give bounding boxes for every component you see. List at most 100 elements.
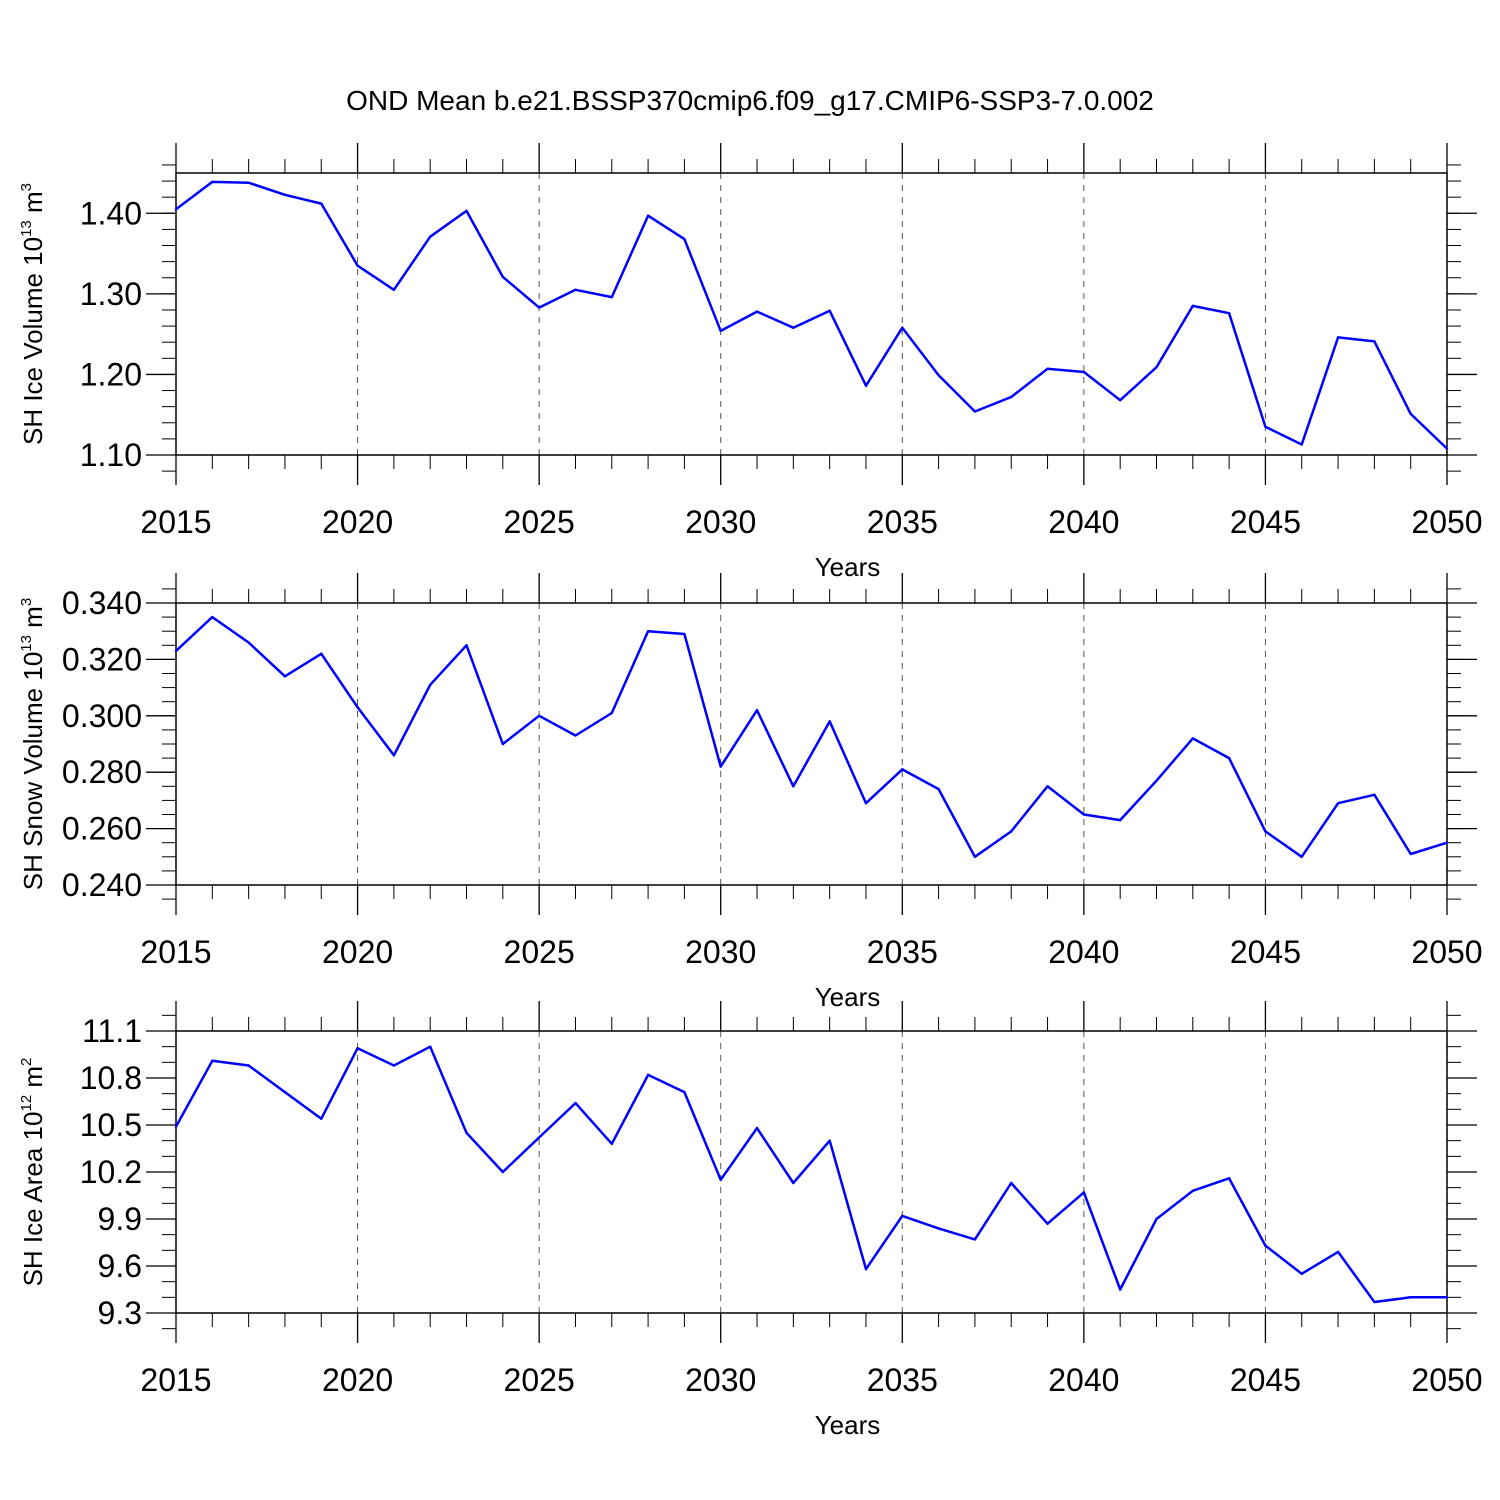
data-point: [1264, 425, 1267, 428]
data-point: [1445, 841, 1449, 844]
data-point: [1191, 1189, 1195, 1193]
plot-frame: [175, 602, 1448, 886]
data-point: [1118, 1288, 1122, 1291]
data-point: [429, 235, 432, 238]
x-tick-label: 2050: [1411, 504, 1482, 540]
x-tick-label: 2025: [504, 934, 575, 970]
data-point: [1046, 785, 1049, 788]
data-point: [864, 384, 868, 387]
data-point: [1010, 1181, 1013, 1185]
y-axis-label-superscript: 3: [18, 598, 35, 606]
data-point: [901, 326, 904, 329]
x-tick-label: 2045: [1230, 1362, 1301, 1398]
data-point: [719, 765, 722, 768]
data-point: [1409, 852, 1412, 856]
x-tick-label: 2040: [1048, 934, 1119, 970]
data-point: [247, 181, 250, 184]
data-point: [1336, 802, 1340, 805]
data-point: [1445, 1296, 1449, 1299]
x-tick-label: 2035: [867, 504, 938, 540]
data-point: [1409, 1296, 1412, 1299]
data-point: [901, 768, 904, 771]
data-point: [211, 1059, 214, 1062]
y-tick-label: 11.1: [82, 1013, 142, 1049]
data-point: [1010, 830, 1013, 833]
y-tick-label: 1.30: [80, 276, 142, 312]
data-point: [683, 1090, 686, 1094]
data-point: [465, 644, 468, 647]
x-tick-label: 2015: [140, 934, 211, 970]
data-point: [356, 706, 359, 709]
y-tick-label: 0.300: [62, 698, 142, 734]
data-point: [211, 180, 214, 184]
y-axis-label-text: SH Snow Volume 10: [18, 652, 48, 890]
data-point: [1336, 336, 1340, 339]
data-point: [320, 1117, 323, 1120]
data-point: [1373, 1300, 1376, 1304]
data-point: [719, 1178, 722, 1182]
data-point: [574, 288, 577, 292]
panel-2: 0.240 0.260 0.280 0.300 0.320 0.340 2015 2020 20…: [18, 573, 1483, 1012]
x-tick-label: 2045: [1230, 504, 1301, 540]
data-point: [1373, 793, 1376, 796]
y-tick-label: 0.320: [62, 641, 142, 677]
data-point: [320, 652, 323, 655]
data-point: [864, 1267, 868, 1271]
y-tick-label: 0.280: [62, 754, 142, 790]
plot-frame: [175, 172, 1448, 456]
data-point: [1300, 443, 1303, 446]
data-point: [574, 1101, 577, 1105]
panel-3: 9.3 9.6 9.9 10.2 10.5 10.8 11.1 2015 2020 2025 203…: [18, 1001, 1483, 1440]
y-tick-label: 10.5: [80, 1107, 142, 1143]
data-point: [792, 785, 795, 788]
data-point: [392, 1064, 396, 1067]
panels: 1.10 1.20 1.30 1.40 2015 2020 2025 2030 2035 2040…: [18, 143, 1483, 1440]
data-point: [429, 683, 432, 686]
y-tick-label: 1.10: [80, 437, 142, 473]
x-tick-label: 2025: [504, 1362, 575, 1398]
data-point: [574, 734, 577, 737]
data-point: [1336, 1250, 1340, 1254]
series-line: [175, 180, 1448, 450]
data-point: [1118, 818, 1122, 822]
data-point: [937, 374, 940, 377]
data-point: [1118, 399, 1122, 402]
x-tick-label: 2050: [1411, 934, 1482, 970]
y-axis-label: SH Snow Volume 1013 m3: [18, 598, 48, 890]
x-tick-label: 2015: [140, 504, 211, 540]
data-point: [356, 1047, 359, 1050]
data-point: [392, 288, 396, 292]
y-tick-label: 0.240: [62, 867, 142, 903]
data-point: [174, 1125, 178, 1128]
data-point: [1191, 304, 1195, 308]
data-point: [901, 1214, 904, 1218]
data-point: [973, 855, 977, 858]
y-axis-label-superscript: 12: [18, 1095, 35, 1112]
x-tick-label: 2040: [1048, 504, 1119, 540]
figure-title: OND Mean b.e21.BSSP370cmip6.f09_g17.CMIP…: [346, 85, 1154, 116]
data-point: [610, 295, 613, 299]
data-point: [1264, 1244, 1267, 1247]
data-point: [683, 632, 686, 636]
data-point: [1445, 447, 1449, 450]
data-point: [828, 720, 831, 723]
data-point: [283, 1090, 287, 1094]
x-axis-label: Years: [815, 982, 881, 1012]
y-tick-label: 0.340: [62, 585, 142, 621]
data-point: [174, 649, 178, 653]
y-tick-label: 9.3: [98, 1295, 142, 1331]
data-point: [1082, 813, 1086, 816]
x-tick-label: 2020: [322, 934, 393, 970]
y-tick-label: 10.8: [80, 1060, 142, 1096]
y-axis-label-text: m: [18, 1066, 48, 1095]
data-point: [501, 275, 505, 279]
x-axis-label: Years: [815, 1410, 881, 1440]
data-point: [864, 802, 868, 805]
x-tick-label: 2040: [1048, 1362, 1119, 1398]
data-point: [1082, 1191, 1086, 1194]
data-point: [1409, 412, 1412, 416]
data-point: [1227, 1177, 1231, 1180]
y-axis-label-text: SH Ice Area 10: [18, 1112, 48, 1287]
data-point: [465, 1131, 468, 1135]
data-point: [1046, 1222, 1049, 1225]
